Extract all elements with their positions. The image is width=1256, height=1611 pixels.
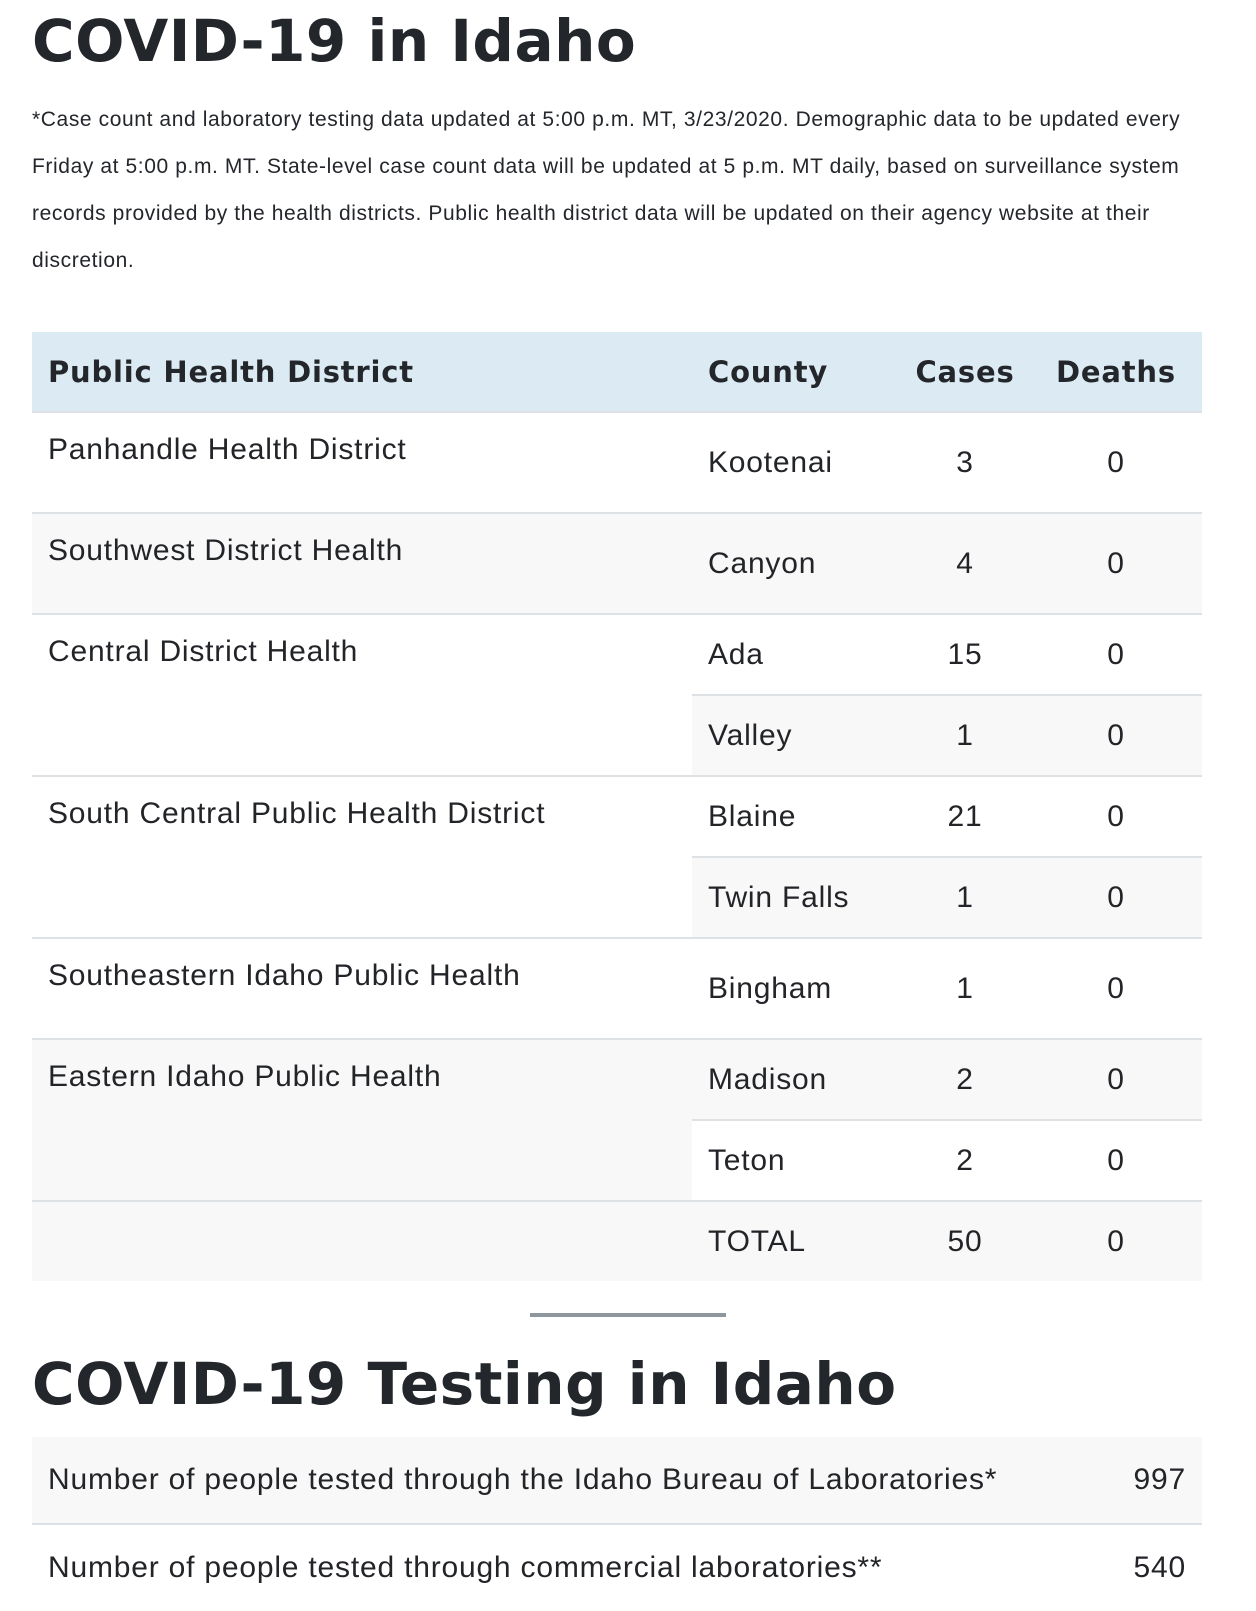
testing-table: Number of people tested through the Idah… — [32, 1437, 1202, 1611]
header-deaths: Deaths — [1030, 332, 1202, 412]
total-cases: 50 — [900, 1200, 1030, 1281]
page-title: COVID-19 in Idaho — [32, 7, 637, 75]
cases-cell: 2 — [900, 1119, 1030, 1201]
county-cell: Madison — [692, 1038, 900, 1120]
header-county: County — [692, 332, 900, 412]
deaths-cell: 0 — [1030, 411, 1202, 513]
header-district: Public Health District — [32, 332, 692, 412]
cases-cell: 15 — [900, 613, 1030, 695]
deaths-cell: 0 — [1030, 1038, 1202, 1120]
table-row: Panhandle Health District Kootenai 3 0 — [32, 411, 1202, 513]
county-cell: Teton — [692, 1119, 900, 1201]
total-label: TOTAL — [692, 1200, 900, 1281]
county-cell: Twin Falls — [692, 856, 900, 938]
deaths-cell: 0 — [1030, 613, 1202, 695]
header-cases: Cases — [900, 332, 1030, 412]
deaths-cell: 0 — [1030, 1119, 1202, 1201]
district-cell: Southwest District Health — [32, 512, 692, 614]
table-header-row: Public Health District County Cases Deat… — [32, 332, 1202, 412]
cases-cell: 1 — [900, 937, 1030, 1039]
county-cell: Kootenai — [692, 411, 900, 513]
table-row: South Central Public Health District Bla… — [32, 775, 1202, 938]
district-cell: South Central Public Health District — [32, 775, 692, 938]
testing-value: 997 — [1133, 1463, 1186, 1496]
county-cell: Valley — [692, 694, 900, 776]
cases-cell: 3 — [900, 411, 1030, 513]
update-note: *Case count and laboratory testing data … — [32, 108, 1181, 272]
deaths-cell: 0 — [1030, 694, 1202, 776]
table-row: Southeastern Idaho Public Health Bingham… — [32, 937, 1202, 1039]
table-row: Central District Health Ada 15 0 — [32, 613, 1202, 776]
testing-label: Number of people tested through commerci… — [32, 1523, 1050, 1611]
testing-label: Number of people tested through the Idah… — [48, 1463, 998, 1496]
deaths-cell: 0 — [1030, 937, 1202, 1039]
county-cell: Canyon — [692, 512, 900, 614]
district-cell: Eastern Idaho Public Health — [32, 1038, 692, 1201]
testing-value: 540 — [1050, 1523, 1202, 1611]
cases-cell: 1 — [900, 856, 1030, 938]
table-row: Eastern Idaho Public Health Madison 2 0 — [32, 1038, 1202, 1201]
cases-cell: 1 — [900, 694, 1030, 776]
county-cell: Blaine — [692, 775, 900, 857]
total-row: TOTAL 50 0 — [32, 1200, 1202, 1281]
deaths-cell: 0 — [1030, 512, 1202, 614]
total-deaths: 0 — [1030, 1200, 1202, 1281]
table-row: Number of people tested through the Idah… — [32, 1437, 1202, 1524]
section-divider — [530, 1313, 726, 1317]
district-cell: Panhandle Health District — [32, 411, 692, 513]
cases-cell: 21 — [900, 775, 1030, 857]
county-cell: Ada — [692, 613, 900, 695]
deaths-cell: 0 — [1030, 775, 1202, 857]
testing-title: COVID-19 Testing in Idaho — [32, 1350, 897, 1418]
district-cell: Central District Health — [32, 613, 692, 776]
total-blank-cell — [32, 1200, 692, 1281]
cases-cell: 4 — [900, 512, 1030, 614]
deaths-cell: 0 — [1030, 856, 1202, 938]
table-row: Number of people tested through commerci… — [32, 1523, 1202, 1611]
cases-table: Public Health District County Cases Deat… — [32, 332, 1202, 1281]
table-row: Southwest District Health Canyon 4 0 — [32, 512, 1202, 614]
cases-cell: 2 — [900, 1038, 1030, 1120]
district-cell: Southeastern Idaho Public Health — [32, 937, 692, 1039]
county-cell: Bingham — [692, 937, 900, 1039]
